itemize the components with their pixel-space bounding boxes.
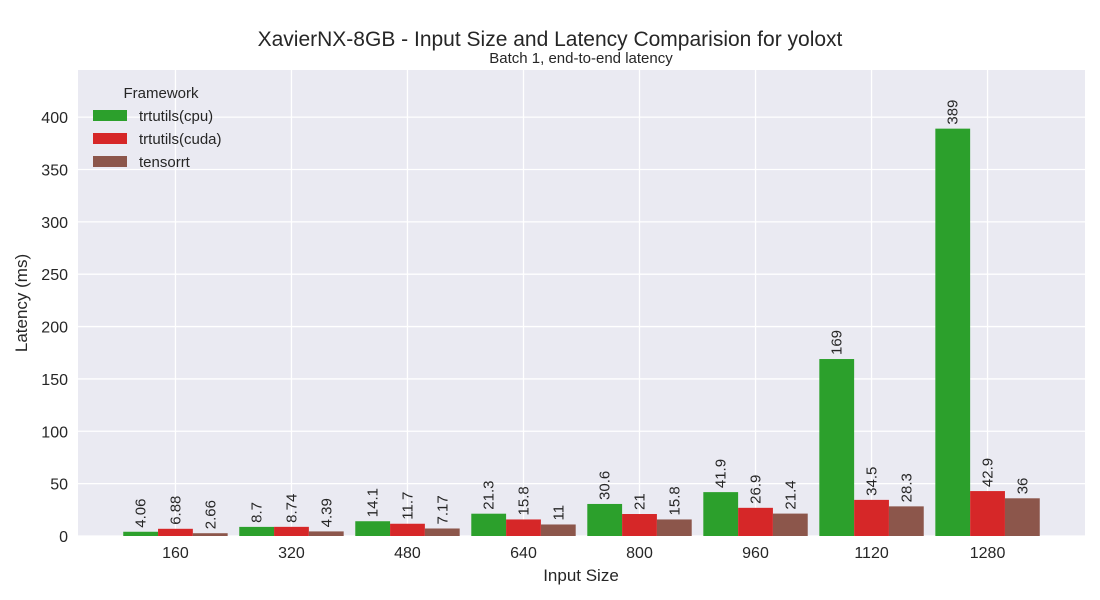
bar	[854, 499, 889, 536]
bar-value-label: 28.3	[898, 473, 915, 502]
bar-value-labels: 4.06 8.7 14.1 21.3 30.6 41.9 169 389 6.88 8.74 11.…	[133, 100, 1032, 530]
bar-value-label: 21.3	[481, 480, 498, 509]
bar-value-label: 7.17	[434, 495, 451, 524]
x-axis-label: Input Size	[543, 566, 619, 585]
bar	[1004, 498, 1040, 536]
bar-value-label: 21	[632, 493, 649, 510]
legend-entry: tensorrt	[139, 154, 191, 171]
bar	[888, 506, 924, 536]
y-tick-label: 150	[41, 372, 68, 389]
y-tick-label: 300	[41, 215, 68, 232]
x-tick-label: 1120	[854, 545, 889, 562]
chart-subtitle: Batch 1, end-to-end latency	[489, 50, 673, 67]
bars	[123, 128, 1040, 536]
bar-value-label: 11	[550, 505, 567, 521]
x-tick-label: 160	[162, 545, 189, 562]
bar-value-label: 389	[945, 100, 962, 125]
bar	[738, 507, 773, 536]
bar-value-label: 36	[1014, 478, 1031, 495]
legend-swatch	[93, 110, 127, 121]
bar	[239, 526, 275, 536]
y-tick-label: 100	[41, 424, 68, 441]
bar-value-label: 34.5	[864, 467, 881, 496]
legend-swatch	[93, 133, 127, 144]
plot-area	[78, 70, 1085, 536]
bar-value-label: 4.39	[318, 498, 335, 527]
grid-lines	[78, 70, 1085, 537]
bar-value-label: 42.9	[980, 458, 997, 487]
legend: Framework trtutils(cpu) trtutils(cuda) ten…	[93, 85, 222, 171]
bar-value-label: 30.6	[597, 471, 614, 500]
bar	[274, 526, 309, 536]
y-axis-ticks: 0 50 100 150 200 250 300 350 400	[41, 110, 68, 546]
legend-entry: trtutils(cpu)	[139, 108, 213, 125]
bar	[506, 519, 541, 536]
bar-value-label: 4.06	[133, 499, 150, 528]
x-axis-ticks: 160 320 480 640 800 960 1120 1280	[162, 545, 1005, 562]
x-tick-label: 640	[510, 545, 537, 562]
x-tick-label: 1280	[970, 545, 1006, 562]
legend-entry: trtutils(cuda)	[139, 131, 222, 148]
bar	[192, 533, 228, 536]
bar-value-label: 8.7	[249, 502, 266, 523]
bar-value-label: 6.88	[167, 496, 184, 525]
bar-value-label: 41.9	[713, 459, 730, 488]
x-tick-label: 480	[394, 545, 421, 562]
x-tick-label: 960	[742, 545, 769, 562]
y-tick-label: 250	[41, 267, 68, 284]
bar-value-label: 11.7	[399, 492, 416, 520]
bar	[772, 513, 808, 536]
bar-value-label: 21.4	[782, 480, 799, 509]
bar	[390, 523, 425, 536]
y-tick-label: 200	[41, 320, 68, 337]
bar	[656, 519, 692, 536]
y-tick-label: 0	[59, 529, 68, 546]
bar	[622, 514, 657, 536]
y-tick-label: 350	[41, 162, 68, 179]
bar	[935, 128, 971, 536]
bar	[158, 528, 193, 536]
bar-value-label: 26.9	[748, 475, 765, 504]
bar	[308, 531, 344, 536]
bar	[355, 521, 391, 536]
bar	[587, 503, 623, 536]
bar-value-label: 169	[829, 330, 846, 355]
bar	[970, 491, 1005, 536]
bar-value-label: 14.1	[365, 488, 382, 517]
bar-value-label: 15.8	[515, 486, 532, 515]
legend-title: Framework	[123, 85, 199, 102]
x-tick-label: 800	[626, 545, 653, 562]
bar	[819, 359, 855, 536]
bar	[123, 531, 159, 536]
y-axis-label: Latency (ms)	[12, 254, 31, 352]
bar	[540, 524, 576, 536]
bar	[471, 513, 507, 536]
y-tick-label: 50	[50, 477, 68, 494]
bar	[424, 528, 460, 536]
legend-swatch	[93, 156, 127, 167]
y-tick-label: 400	[41, 110, 68, 127]
bar-value-label: 8.74	[283, 494, 300, 523]
chart-title: XavierNX-8GB - Input Size and Latency Co…	[258, 28, 843, 51]
x-tick-label: 320	[278, 545, 305, 562]
bar	[703, 492, 739, 536]
bar-value-label: 2.66	[202, 500, 219, 529]
bar-value-label: 15.8	[666, 486, 683, 515]
